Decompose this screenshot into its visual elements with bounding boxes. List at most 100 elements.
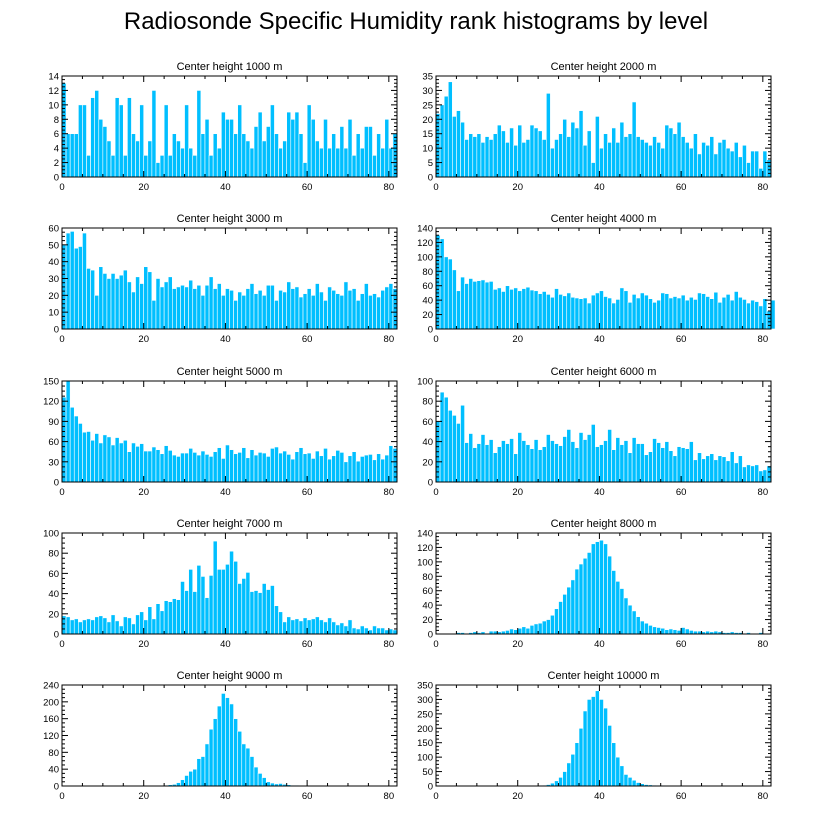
x-axis: 0 20 40 60 80 <box>59 228 394 345</box>
bar <box>212 288 218 330</box>
x-tick-label: 20 <box>138 639 149 650</box>
bar <box>86 431 91 483</box>
bar <box>233 453 238 483</box>
bar <box>147 140 153 178</box>
bar <box>742 299 747 330</box>
bar <box>241 133 247 178</box>
y-tick-label: 40 <box>422 437 433 448</box>
bar <box>261 295 267 330</box>
bar <box>192 452 198 483</box>
figure-title: Radiosonde Specific Humidity rank histog… <box>124 8 708 35</box>
bar <box>388 628 394 635</box>
bar <box>65 380 71 483</box>
bar <box>253 293 259 330</box>
bar <box>521 142 527 178</box>
bar <box>582 710 588 787</box>
bar <box>233 133 238 178</box>
bar <box>627 777 633 787</box>
y-tick-label: 20 <box>422 615 433 626</box>
bar <box>155 603 161 635</box>
bar <box>159 286 165 330</box>
y-tick-label: 60 <box>48 224 59 235</box>
bar <box>484 281 490 330</box>
bar <box>754 301 760 330</box>
bar <box>65 616 71 635</box>
bar <box>611 449 617 483</box>
y-axis: 0 20 40 60 80 100 <box>417 377 771 489</box>
bar <box>492 133 498 178</box>
bar <box>676 630 682 635</box>
bar <box>106 621 112 635</box>
bar <box>245 457 251 483</box>
bar <box>570 121 576 178</box>
y-tick-label: 10 <box>422 144 433 155</box>
bar <box>574 742 580 787</box>
bar <box>725 460 731 483</box>
bar <box>212 718 218 787</box>
bar <box>278 147 283 178</box>
bar <box>521 626 527 635</box>
bar <box>550 147 555 178</box>
bar <box>627 452 633 483</box>
bar <box>509 289 514 330</box>
bar <box>639 292 645 330</box>
y-tick-label: 40 <box>48 589 59 600</box>
y-axis: 0 10 20 30 40 50 60 <box>48 224 397 336</box>
bar <box>229 550 234 635</box>
x-tick-label: 40 <box>594 487 605 498</box>
bar <box>204 597 210 635</box>
bar <box>298 620 304 635</box>
bar <box>208 155 214 178</box>
bar <box>546 434 551 483</box>
bar <box>286 454 292 483</box>
bar <box>468 278 474 330</box>
bar <box>298 296 304 330</box>
bar <box>151 618 157 635</box>
bar <box>249 147 255 178</box>
bar <box>78 423 83 483</box>
x-tick-label: 0 <box>59 639 64 650</box>
bar <box>717 302 723 330</box>
bar <box>733 291 739 330</box>
bar <box>496 287 502 330</box>
bar <box>265 126 271 178</box>
bar <box>310 118 316 178</box>
bar <box>245 140 251 178</box>
y-tick-label: 0 <box>428 325 433 336</box>
x-tick-label: 0 <box>433 334 438 345</box>
bar <box>78 621 83 635</box>
x-tick-label: 20 <box>138 182 149 193</box>
bar <box>729 451 735 483</box>
bar <box>245 288 251 330</box>
bar <box>208 456 214 483</box>
chart-panel-8: Center height 8000 m 0 20 40 60 80 0 20 40 60 80 10… <box>417 518 772 650</box>
y-tick-label: 0 <box>428 478 433 489</box>
bar <box>705 144 711 178</box>
bar <box>114 278 120 330</box>
bar <box>78 104 83 178</box>
bar <box>484 444 490 483</box>
bar <box>672 629 678 635</box>
bar <box>208 575 214 635</box>
bar <box>131 623 136 635</box>
bar <box>196 758 202 787</box>
bar <box>196 90 202 178</box>
bar <box>631 437 637 483</box>
bar <box>688 296 694 330</box>
bar <box>742 466 747 483</box>
x-tick-label: 80 <box>758 791 769 802</box>
bar <box>541 291 547 330</box>
y-tick-label: 6 <box>54 129 59 140</box>
bar <box>229 289 234 330</box>
panel-title: Center height 2000 m <box>551 61 657 73</box>
bar <box>139 611 145 635</box>
y-tick-label: 12 <box>48 86 59 97</box>
bar <box>758 305 764 330</box>
bar <box>603 133 608 178</box>
bar <box>73 133 79 178</box>
bar <box>590 424 596 483</box>
bar <box>509 438 514 483</box>
bar <box>155 449 161 483</box>
bar <box>664 293 670 330</box>
bar <box>738 296 743 330</box>
